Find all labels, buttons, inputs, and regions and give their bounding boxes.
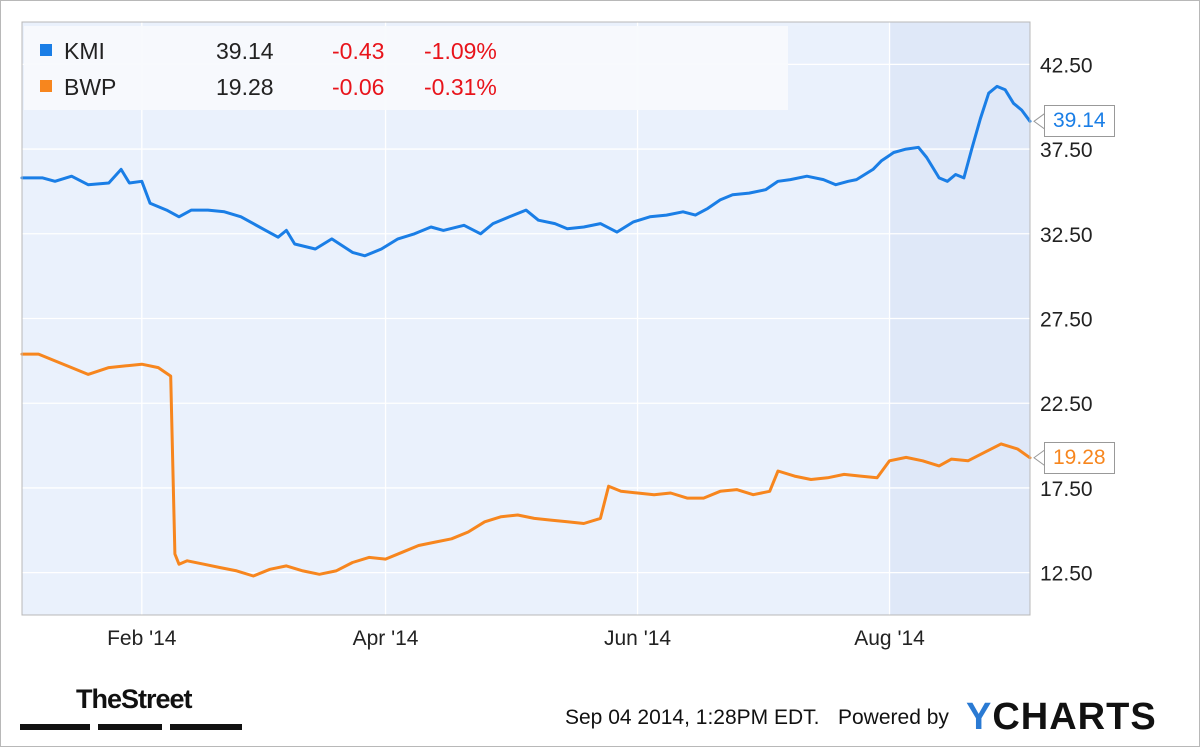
- x-tick-label: Aug '14: [854, 627, 925, 650]
- legend-symbol: BWP: [64, 74, 117, 100]
- legend-change: -0.43: [332, 38, 385, 64]
- last-value-tag-kmi: 39.14: [1044, 105, 1115, 138]
- legend-price: 39.14: [216, 38, 274, 64]
- logo-bar: [20, 724, 90, 730]
- powered-by-label: Powered by: [838, 706, 949, 729]
- x-tick-label: Jun '14: [604, 627, 671, 650]
- y-tick-label: 22.50: [1040, 393, 1093, 416]
- thestreet-wordmark: TheStreet: [76, 684, 193, 714]
- ycharts-logo[interactable]: YCHARTS: [966, 696, 1157, 739]
- legend-swatch-kmi: [40, 44, 52, 56]
- ycharts-logo-text: CHARTS: [992, 696, 1157, 738]
- y-tick-label: 32.50: [1040, 224, 1093, 247]
- legend-change-percent: -1.09%: [424, 38, 497, 64]
- series-line-kmi[interactable]: [20, 84, 1032, 258]
- plot-border: [21, 21, 1031, 616]
- legend-change: -0.06: [332, 74, 385, 100]
- legend: KMI 39.14 -0.43 -1.09% BWP 19.28 -0.06 -…: [24, 26, 788, 110]
- legend-row-kmi[interactable]: KMI 39.14 -0.43 -1.09%: [24, 32, 788, 68]
- thestreet-logo: TheStreet: [20, 684, 242, 732]
- last-value-tag-bwp: 19.28: [1044, 441, 1115, 474]
- legend-price: 19.28: [216, 74, 274, 100]
- series-line-bwp[interactable]: [20, 352, 1032, 578]
- ycharts-logo-y: Y: [966, 696, 993, 738]
- x-tick-label: Apr '14: [353, 627, 419, 650]
- logo-bar: [170, 724, 242, 730]
- legend-row-bwp[interactable]: BWP 19.28 -0.06 -0.31%: [24, 68, 788, 104]
- legend-symbol: KMI: [64, 38, 105, 64]
- legend-swatch-bwp: [40, 80, 52, 92]
- y-tick-label: 12.50: [1040, 563, 1093, 586]
- timestamp: Sep 04 2014, 1:28PM EDT.: [565, 706, 820, 729]
- y-tick-label: 17.50: [1040, 478, 1093, 501]
- legend-change-percent: -0.31%: [424, 74, 497, 100]
- y-tick-label: 42.50: [1040, 54, 1093, 77]
- x-tick-label: Feb '14: [107, 627, 177, 650]
- y-tick-label: 27.50: [1040, 309, 1093, 332]
- y-tick-label: 37.50: [1040, 139, 1093, 162]
- logo-bar: [98, 724, 162, 730]
